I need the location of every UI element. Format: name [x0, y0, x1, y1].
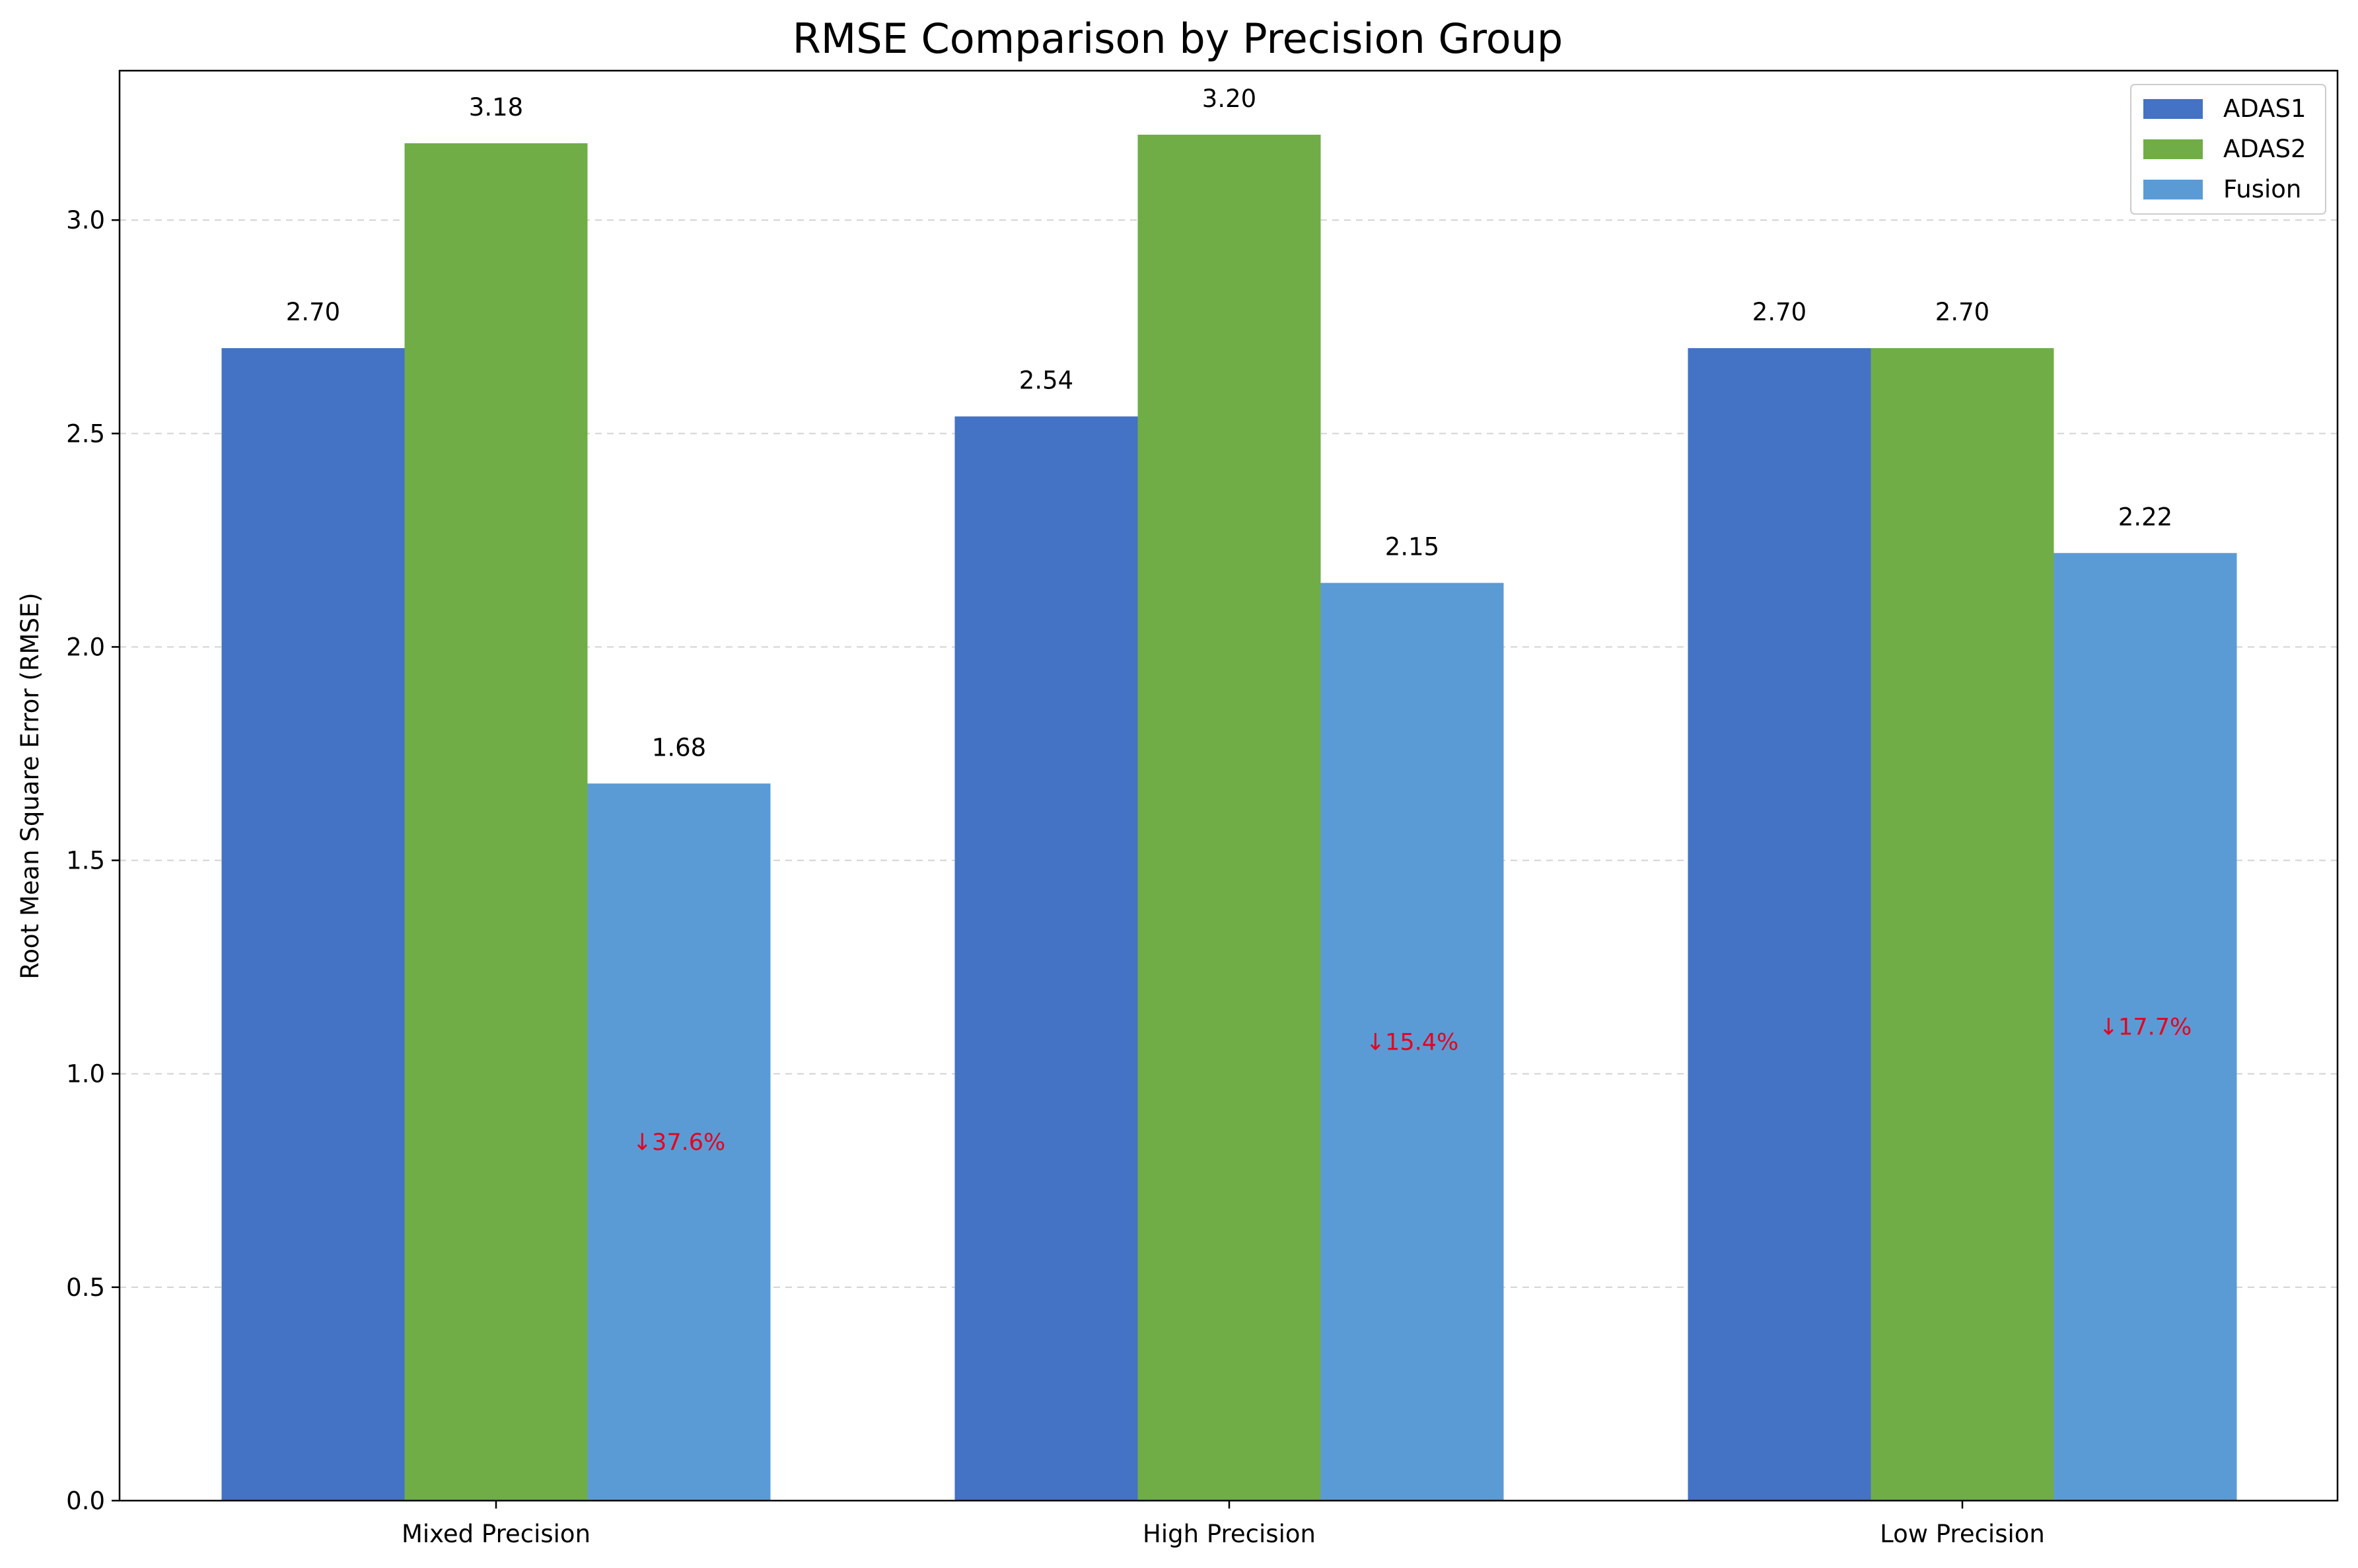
bar-value-label: 2.15	[1385, 533, 1439, 561]
bar-value-label: 2.70	[1935, 298, 1989, 326]
bar	[1137, 134, 1321, 1501]
bar	[1688, 348, 1871, 1501]
bar	[404, 143, 588, 1501]
bar	[221, 348, 405, 1501]
legend: ADAS1 ADAS2 Fusion	[2130, 84, 2326, 215]
bar	[954, 416, 1138, 1501]
y-tick-label: 1.5	[66, 847, 105, 875]
bar-value-label: 2.70	[286, 298, 340, 326]
reduction-annotation: ↓15.4%	[1366, 1029, 1459, 1055]
y-tick-label: 1.0	[66, 1060, 105, 1088]
reduction-annotation: ↓37.6%	[633, 1129, 726, 1156]
x-tick-label: Low Precision	[1880, 1520, 2045, 1548]
reduction-annotation: ↓17.7%	[2099, 1015, 2192, 1041]
bar	[1871, 348, 2054, 1501]
legend-swatch	[2143, 180, 2203, 199]
bar-value-label: 2.22	[2118, 503, 2172, 531]
y-tick-label: 2.5	[66, 419, 105, 448]
bar-value-label: 2.70	[1752, 298, 1806, 326]
legend-swatch	[2143, 99, 2203, 119]
bar-value-label: 1.68	[652, 733, 706, 762]
bar	[2054, 553, 2237, 1501]
chart-title: RMSE Comparison by Precision Group	[793, 15, 1563, 63]
bar	[587, 783, 771, 1501]
bar	[1320, 583, 1504, 1501]
bar-value-label: 3.18	[469, 93, 523, 122]
bar-value-label: 3.20	[1202, 85, 1256, 113]
y-tick-label: 0.5	[66, 1273, 105, 1302]
bar-value-label: 2.54	[1019, 366, 1073, 394]
x-tick-label: Mixed Precision	[402, 1520, 590, 1548]
legend-label: Fusion	[2223, 175, 2301, 203]
y-axis-title: Root Mean Square Error (RMSE)	[16, 592, 44, 980]
legend-swatch	[2143, 139, 2203, 159]
y-tick-label: 3.0	[66, 206, 105, 234]
y-tick-label: 2.0	[66, 633, 105, 661]
x-tick-label: High Precision	[1143, 1520, 1316, 1548]
legend-label: ADAS2	[2223, 135, 2306, 163]
y-tick-label: 0.0	[66, 1487, 105, 1515]
legend-label: ADAS1	[2223, 94, 2306, 123]
